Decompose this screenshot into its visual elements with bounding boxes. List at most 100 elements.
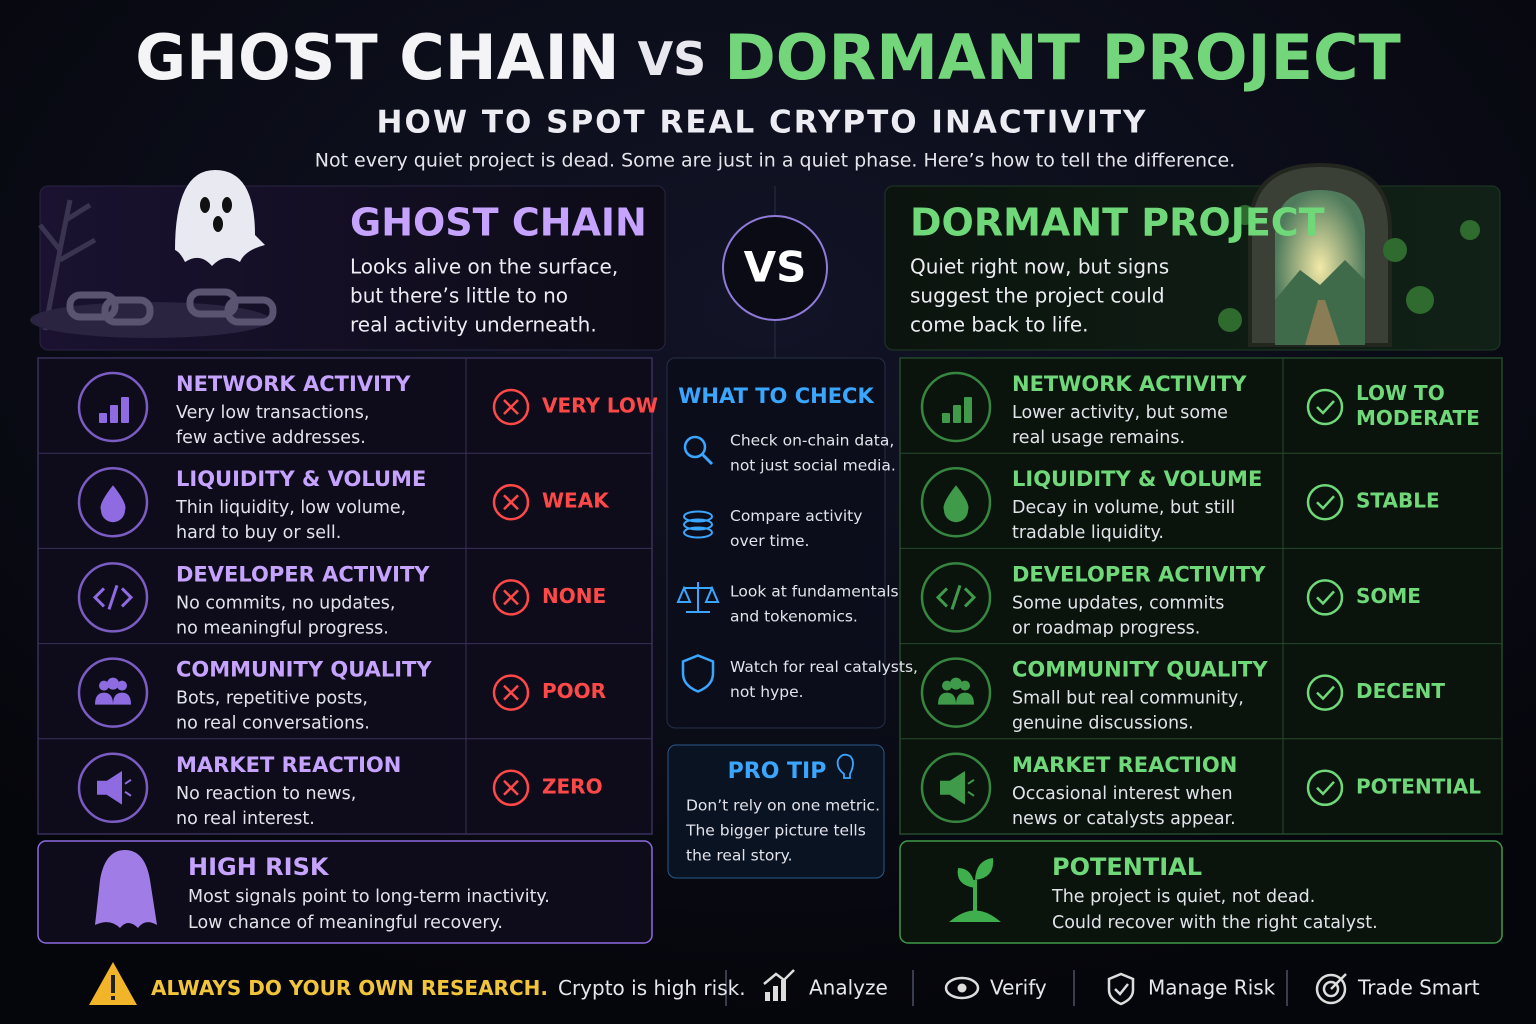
rating-icon-mark bbox=[503, 399, 519, 415]
check-text: not hype. bbox=[730, 683, 804, 701]
icon-ring bbox=[920, 752, 992, 824]
footer-icons bbox=[89, 962, 1347, 1006]
rating-icon bbox=[1306, 579, 1344, 616]
row-text: Very low transactions, bbox=[176, 403, 369, 423]
row-text: Some updates, commits bbox=[1012, 593, 1224, 613]
rating-icon bbox=[492, 388, 530, 426]
pro-tip-icon bbox=[836, 753, 854, 779]
row-text: genuine discussions. bbox=[1012, 714, 1194, 734]
check-icon bbox=[683, 518, 713, 531]
rating: ZERO bbox=[542, 774, 603, 798]
verdict-text: The project is quiet, not dead. bbox=[1051, 887, 1315, 907]
row-icon bbox=[920, 466, 992, 538]
verdict-title: POTENTIAL bbox=[1052, 853, 1202, 881]
row-icon bbox=[920, 562, 992, 633]
row-text: Small but real community, bbox=[1012, 689, 1244, 709]
icon-part bbox=[110, 405, 118, 423]
pro-tip-title: PRO TIP bbox=[728, 759, 827, 784]
pro-tip-text: the real story. bbox=[686, 847, 793, 865]
verdict-title: HIGH RISK bbox=[188, 853, 330, 881]
title-right: DORMANT PROJECT bbox=[724, 21, 1400, 94]
row-text: news or catalysts appear. bbox=[1012, 809, 1236, 829]
icon-part bbox=[960, 680, 970, 691]
rating: NONE bbox=[542, 584, 606, 608]
row-text: No reaction to news, bbox=[176, 784, 356, 804]
card-description: Quiet right now, but signs bbox=[910, 255, 1169, 279]
footer-action: Verify bbox=[990, 976, 1047, 1000]
rating-icon bbox=[492, 769, 530, 807]
rating: POOR bbox=[542, 679, 606, 703]
icon-part bbox=[97, 770, 132, 805]
icon-part bbox=[100, 485, 126, 523]
verdict-text: Most signals point to long-term inactivi… bbox=[188, 887, 550, 907]
icon-part bbox=[953, 405, 961, 423]
check-icon bbox=[676, 582, 720, 613]
icon-ring bbox=[920, 466, 992, 538]
rating-icon bbox=[1306, 483, 1344, 521]
pro-tip-box bbox=[667, 744, 885, 879]
icon-part bbox=[964, 397, 972, 423]
check-text: over time. bbox=[730, 532, 809, 550]
card-description: suggest the project could bbox=[910, 284, 1165, 308]
rating: LOW TO bbox=[1356, 381, 1445, 405]
title-left: GHOST CHAIN bbox=[135, 21, 619, 94]
check-text: Watch for real catalysts, bbox=[730, 658, 918, 676]
check-text: not just social media. bbox=[730, 457, 896, 475]
row-text: no real conversations. bbox=[176, 714, 370, 734]
check-text: and tokenomics. bbox=[730, 608, 858, 626]
row-icon bbox=[920, 657, 992, 728]
verdict-icon bbox=[95, 850, 157, 928]
icon-ring bbox=[920, 562, 992, 633]
icon-ring bbox=[920, 657, 992, 728]
check-icon bbox=[683, 510, 713, 523]
main-title: GHOST CHAIN VS DORMANT PROJECT bbox=[135, 21, 1401, 94]
row-title: MARKET REACTION bbox=[1012, 753, 1237, 777]
card-title: GHOST CHAIN bbox=[350, 201, 647, 245]
rating-icon-mark bbox=[1316, 780, 1335, 796]
rating-icon bbox=[492, 579, 530, 616]
verdict-icon bbox=[957, 858, 994, 888]
icon-part bbox=[935, 584, 977, 610]
row-title: NETWORK ACTIVITY bbox=[1012, 372, 1247, 396]
icon-part bbox=[938, 692, 974, 705]
row-text: tradable liquidity. bbox=[1012, 523, 1164, 543]
vs-badge: VS bbox=[744, 243, 807, 292]
row-title: DEVELOPER ACTIVITY bbox=[1012, 562, 1266, 586]
row-text: No commits, no updates, bbox=[176, 593, 395, 613]
verdict-box bbox=[37, 840, 653, 944]
table bbox=[899, 357, 1503, 835]
check-icon bbox=[683, 526, 713, 539]
card-description: real activity underneath. bbox=[350, 313, 597, 337]
ghost-illustration bbox=[30, 170, 277, 338]
subtitle: HOW TO SPOT REAL CRYPTO INACTIVITY bbox=[377, 105, 1148, 141]
check-title: WHAT TO CHECK bbox=[678, 384, 874, 408]
card-description: Looks alive on the surface, bbox=[350, 255, 618, 279]
icon-part bbox=[107, 677, 119, 690]
portal-illustration bbox=[1218, 162, 1480, 347]
footer-action: Analyze bbox=[809, 976, 888, 1000]
icon-ring bbox=[77, 371, 149, 443]
icon-ring bbox=[920, 371, 992, 443]
verdict-box bbox=[899, 840, 1503, 944]
pro-tip-text: Don’t rely on one metric. bbox=[686, 797, 880, 815]
warning-bold: ALWAYS DO YOUR OWN RESEARCH. bbox=[151, 976, 548, 1000]
verdict-text: Low chance of meaningful recovery. bbox=[188, 913, 503, 933]
rating: VERY LOW bbox=[542, 394, 658, 418]
rating-icon-mark bbox=[503, 589, 519, 606]
row-text: Occasional interest when bbox=[1012, 784, 1233, 804]
pro-tip-text: The bigger picture tells bbox=[685, 822, 866, 840]
warning-text: Crypto is high risk. bbox=[558, 976, 746, 1000]
row-title: DEVELOPER ACTIVITY bbox=[176, 562, 430, 586]
rating-icon bbox=[1306, 769, 1344, 807]
rating: STABLE bbox=[1356, 489, 1440, 513]
rating-icon bbox=[1306, 388, 1344, 426]
row-title: COMMUNITY QUALITY bbox=[176, 658, 432, 682]
icon-part bbox=[940, 770, 975, 805]
row-icon bbox=[77, 562, 149, 633]
rating-icon bbox=[492, 483, 530, 521]
icon-part bbox=[117, 680, 127, 691]
rating-icon-mark bbox=[503, 779, 519, 796]
check-box bbox=[666, 357, 886, 729]
row-icon bbox=[920, 371, 992, 443]
